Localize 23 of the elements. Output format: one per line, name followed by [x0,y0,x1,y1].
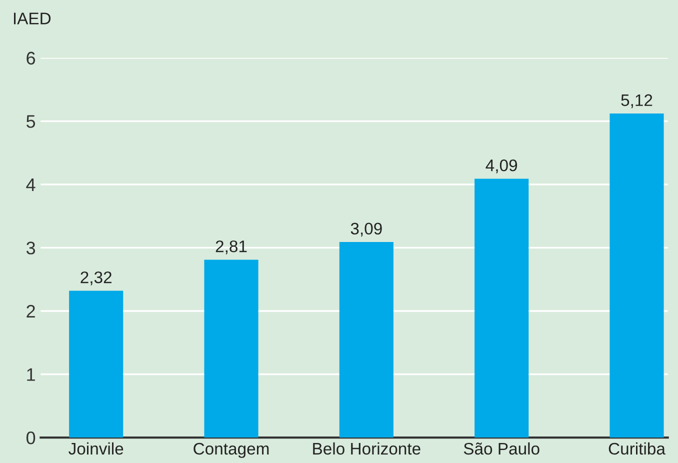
bar [204,260,258,438]
bar [339,242,394,438]
y-tick-label: 3 [26,242,36,254]
data-label: 4,09 [486,159,518,174]
y-tick-label: 6 [26,52,36,65]
x-tick-label: Joinvile [68,442,124,455]
y-tick-label: 5 [26,115,36,128]
bar [69,290,124,438]
y-tick-label: 4 [26,178,36,191]
y-tick-label: 2 [26,304,35,318]
x-tick-label: Contagem [194,442,269,458]
bar [610,114,664,438]
x-tick-label: Curitiba [608,442,666,455]
y-tick-label: 1 [27,368,35,381]
x-tick-label: Belo Horizonte [313,442,420,455]
data-label: 2,32 [80,271,112,286]
x-tick-label: São Paulo [464,442,540,455]
bar [474,178,529,438]
y-tick-label: 0 [26,431,36,444]
data-label: 2,81 [216,240,247,254]
data-label: 5,12 [621,94,652,108]
data-label: 3,09 [350,222,382,237]
y-axis-title: IAED [14,12,51,24]
